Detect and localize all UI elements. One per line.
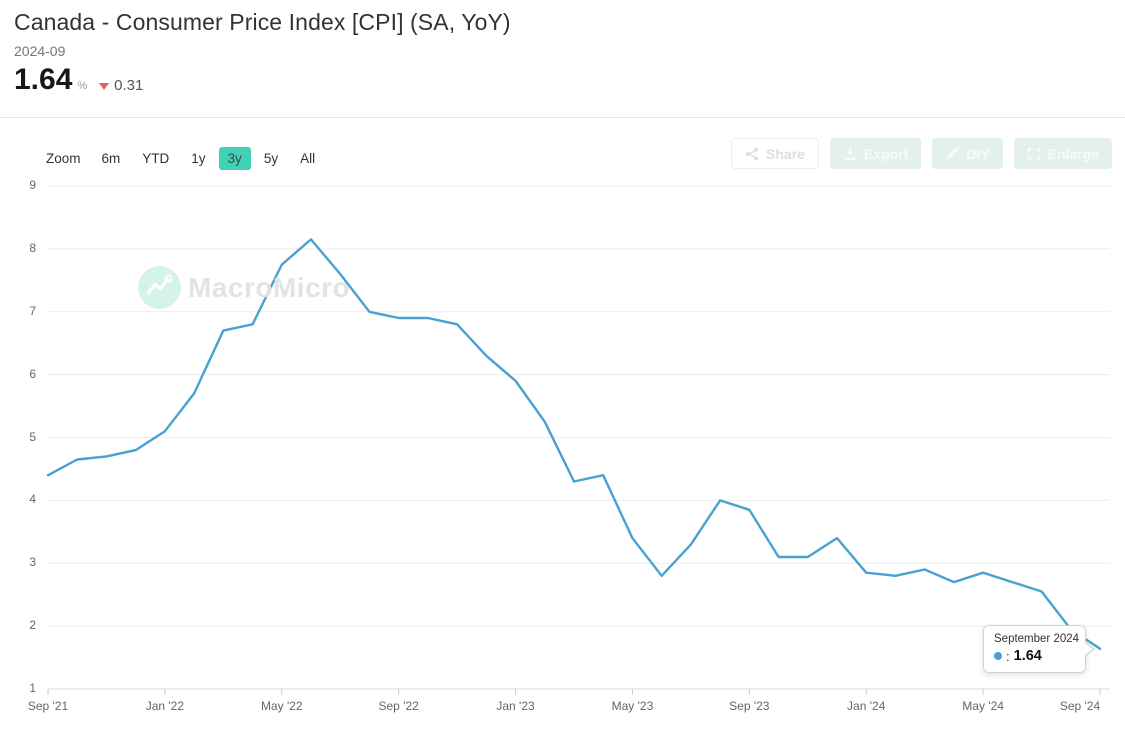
range-option-5y[interactable]: 5y bbox=[263, 151, 279, 166]
tooltip-separator: : bbox=[1006, 648, 1010, 664]
export-button[interactable]: Export bbox=[829, 138, 922, 169]
latest-value-row: 1.64 % 0.31 bbox=[14, 62, 1111, 96]
range-option-all[interactable]: All bbox=[300, 151, 316, 166]
y-axis-label-7: 7 bbox=[29, 303, 36, 318]
chart-header: Canada - Consumer Price Index [CPI] (SA,… bbox=[14, 8, 1111, 95]
range-option-1y[interactable]: 1y bbox=[191, 151, 206, 166]
x-axis-label-jan23: Jan '23 bbox=[496, 699, 535, 713]
y-axis-label-4: 4 bbox=[29, 492, 36, 507]
x-axis-label-sep21: Sep '21 bbox=[27, 699, 69, 713]
y-axis-label-6: 6 bbox=[29, 366, 36, 381]
tooltip-date: September 2024 bbox=[994, 633, 1080, 645]
button-label: Export bbox=[863, 145, 909, 162]
page-title: Canada - Consumer Price Index [CPI] (SA,… bbox=[14, 9, 511, 35]
pencil-icon bbox=[945, 146, 960, 161]
share-icon bbox=[745, 147, 759, 161]
x-axis-label-jan24: Jan '24 bbox=[847, 699, 886, 713]
series-dot-icon bbox=[994, 652, 1002, 660]
y-axis-label-5: 5 bbox=[29, 429, 36, 444]
y-axis-label-2: 2 bbox=[29, 618, 36, 633]
chart-tooltip: September 2024 : 1.64 bbox=[983, 625, 1095, 673]
header-divider bbox=[0, 117, 1125, 118]
x-axis-label-may24: May '24 bbox=[962, 699, 1004, 713]
x-axis-label-sep24: Sep '24 bbox=[1059, 699, 1101, 713]
x-axis-label-may22: May '22 bbox=[260, 699, 303, 713]
chart-action-buttons: Share Export DIY Enlarge bbox=[731, 138, 1112, 169]
range-option-6m[interactable]: 6m bbox=[101, 151, 121, 166]
x-axis-label-jan22: Jan '22 bbox=[145, 699, 185, 713]
decrease-triangle-icon bbox=[99, 82, 110, 90]
x-axis-label-may23: May '23 bbox=[611, 699, 654, 713]
range-option-3y[interactable]: 3y bbox=[218, 147, 251, 170]
y-axis-label-3: 3 bbox=[29, 555, 36, 570]
cpi-series-line bbox=[46, 238, 1102, 650]
y-axis-label-1: 1 bbox=[29, 681, 36, 695]
range-selector: Zoom 6m YTD 1y 3y 5y All bbox=[46, 147, 324, 170]
button-label: DIY bbox=[966, 145, 990, 162]
latest-value: 1.64 bbox=[14, 62, 73, 96]
share-button[interactable]: Share bbox=[731, 138, 819, 169]
cpi-line-chart bbox=[46, 185, 1110, 695]
range-option-ytd[interactable]: YTD bbox=[142, 151, 170, 166]
chart-card: Zoom 6m YTD 1y 3y 5y All Share Export DIY Enlarg… bbox=[0, 118, 1125, 737]
y-axis-label-8: 8 bbox=[29, 240, 36, 255]
tooltip-value: 1.64 bbox=[1013, 648, 1042, 664]
y-axis-label-9: 9 bbox=[29, 178, 36, 192]
button-label: Enlarge bbox=[1047, 145, 1099, 162]
x-axis-label-sep23: Sep '23 bbox=[729, 699, 770, 713]
tooltip-value-row: : 1.64 bbox=[994, 648, 1075, 664]
value-unit: % bbox=[77, 79, 88, 92]
diy-button[interactable]: DIY bbox=[932, 138, 1003, 169]
enlarge-button[interactable]: Enlarge bbox=[1013, 138, 1112, 169]
button-label: Share bbox=[766, 145, 805, 162]
latest-date: 2024-09 bbox=[14, 42, 66, 59]
download-icon bbox=[843, 147, 857, 161]
value-change: 0.31 bbox=[114, 76, 144, 94]
value-change-group: 0.31 bbox=[99, 77, 143, 94]
x-axis-label-sep22: Sep '22 bbox=[378, 699, 419, 713]
range-selector-label: Zoom bbox=[46, 151, 81, 166]
expand-icon bbox=[1027, 147, 1041, 161]
